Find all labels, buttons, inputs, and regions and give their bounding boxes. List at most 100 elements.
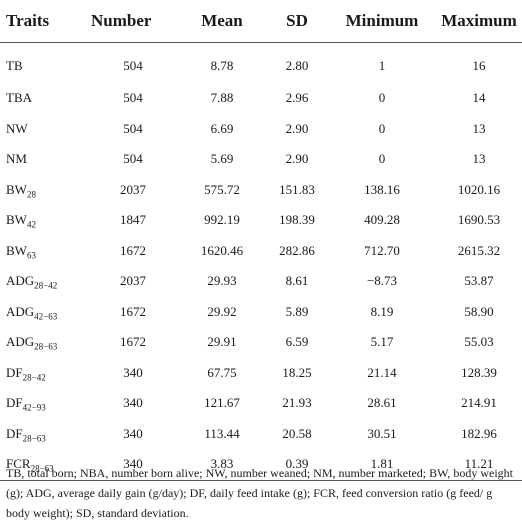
cell-number: 1847	[120, 212, 146, 228]
cell-trait: DF28−63	[0, 419, 88, 450]
trait-name: FCR	[6, 456, 31, 472]
cell-trait: ADG42−63	[0, 297, 88, 328]
trait-name: BW	[6, 242, 27, 258]
cell-minimum: 1	[378, 58, 386, 73]
cell-trait: DF42−93	[0, 388, 88, 419]
cell-trait: ADG28−63	[0, 327, 88, 358]
cell-number: 340	[123, 425, 143, 441]
cell-minimum: 138.16	[364, 181, 400, 197]
cell-trait: ADG28−42	[0, 266, 88, 297]
cell-maximum: 128.39	[461, 364, 497, 380]
cell-sd: 20.58	[282, 425, 312, 441]
cell-number: 340	[123, 364, 143, 380]
cell-minimum: 30.51	[367, 425, 397, 441]
cell-maximum: 11.21	[436, 449, 522, 481]
cell-trait: TB	[0, 43, 88, 84]
table-row: BW42 1847 992.19 198.39 409.28 1690.53	[0, 205, 522, 236]
cell-number: 2037	[120, 273, 146, 289]
trait-name: DF	[6, 395, 23, 411]
cell-mean: 29.92	[207, 303, 237, 319]
table-row: NW 504 6.69 2.90 0 13	[0, 114, 522, 145]
cell-mean: 7.88	[210, 90, 234, 106]
cell-trait: BW42	[0, 205, 88, 236]
trait-name: DF	[6, 364, 23, 380]
cell-number: 504	[123, 90, 143, 106]
cell-maximum: 1690.53	[457, 212, 501, 228]
table-row: TB 504 8.78 2.80 1 16	[0, 43, 522, 84]
cell-minimum: 5.17	[370, 334, 394, 350]
trait-name: ADG	[6, 334, 35, 350]
traits-table: Traits Number Mean SD Minimum Maximum TB…	[0, 0, 522, 481]
cell-number: 340	[88, 449, 178, 481]
cell-maximum: 182.96	[461, 425, 497, 441]
cell-sd: 198.39	[279, 212, 315, 228]
cell-minimum: 0	[378, 90, 386, 106]
cell-sd: 2.96	[285, 90, 309, 106]
table-row: ADG42−63 1672 29.92 5.89 8.19 58.90	[0, 297, 522, 328]
cell-trait: NW	[0, 114, 88, 145]
cell-mean: 5.69	[210, 151, 234, 167]
cell-sd: 18.25	[282, 364, 312, 380]
cell-maximum: 2615.32	[457, 242, 501, 258]
cell-maximum: 1020.16	[457, 181, 501, 197]
trait-name: BW	[6, 212, 27, 228]
cell-trait: FCR28−63	[0, 449, 88, 481]
cell-minimum: 0	[378, 151, 386, 167]
cell-minimum: 712.70	[364, 242, 400, 258]
cell-sd: 0.39	[266, 449, 328, 481]
cell-sd: 2.80	[285, 58, 309, 73]
cell-sd: 21.93	[282, 395, 312, 411]
table-header: Traits Number Mean SD Minimum Maximum	[0, 0, 522, 43]
cell-number: 2037	[120, 181, 146, 197]
trait-name: BW	[6, 181, 27, 197]
cell-mean: 113.44	[204, 425, 240, 441]
cell-mean: 6.69	[210, 120, 234, 136]
trait-subscript: 63	[26, 250, 36, 261]
header-minimum: Minimum	[328, 0, 436, 43]
header-maximum: Maximum	[436, 0, 522, 43]
trait-name: TB	[6, 58, 23, 73]
cell-mean: 992.19	[204, 212, 240, 228]
cell-sd: 2.90	[285, 120, 309, 136]
cell-mean: 3.83	[178, 449, 266, 481]
table-row: BW28 2037 575.72 151.83 138.16 1020.16	[0, 175, 522, 206]
cell-number: 1672	[120, 334, 146, 350]
trait-subscript: 28−63	[34, 341, 58, 352]
trait-subscript: 28	[26, 189, 36, 200]
cell-mean: 29.93	[207, 273, 237, 289]
cell-maximum: 13	[472, 120, 486, 136]
header-traits: Traits	[0, 0, 88, 43]
table-row: FCR28−63 340 3.83 0.39 1.81 11.21	[0, 449, 522, 481]
trait-name: TBA	[6, 90, 32, 106]
header-mean: Mean	[178, 0, 266, 43]
cell-mean: 575.72	[204, 181, 240, 197]
cell-mean: 29.91	[207, 334, 237, 350]
trait-subscript: 42	[26, 219, 36, 230]
cell-trait: BW63	[0, 236, 88, 267]
cell-maximum: 214.91	[461, 395, 497, 411]
cell-sd: 2.90	[285, 151, 309, 167]
table-row: BW63 1672 1620.46 282.86 712.70 2615.32	[0, 236, 522, 267]
cell-maximum: 16	[472, 58, 486, 73]
table-row: ADG28−63 1672 29.91 6.59 5.17 55.03	[0, 327, 522, 358]
cell-sd: 151.83	[279, 181, 315, 197]
cell-number: 504	[123, 58, 143, 73]
cell-sd: 5.89	[285, 303, 309, 319]
cell-minimum: 8.19	[370, 303, 394, 319]
cell-sd: 282.86	[279, 242, 315, 258]
trait-name: NM	[6, 151, 27, 167]
cell-number: 1672	[120, 303, 146, 319]
table-row: DF42−93 340 121.67 21.93 28.61 214.91	[0, 388, 522, 419]
cell-maximum: 14	[472, 90, 486, 106]
cell-trait: BW28	[0, 175, 88, 206]
header-row: Traits Number Mean SD Minimum Maximum	[0, 0, 522, 43]
cell-maximum: 58.90	[464, 303, 494, 319]
table-footnote: TB, total born; NBA, number born alive; …	[6, 466, 514, 520]
header-sd: SD	[266, 0, 328, 43]
cell-sd: 6.59	[285, 334, 309, 350]
cell-mean: 1620.46	[200, 242, 244, 258]
table-row: DF28−42 340 67.75 18.25 21.14 128.39	[0, 358, 522, 389]
cell-minimum: 21.14	[367, 364, 397, 380]
cell-mean: 8.78	[210, 58, 234, 73]
cell-number: 504	[123, 151, 143, 167]
